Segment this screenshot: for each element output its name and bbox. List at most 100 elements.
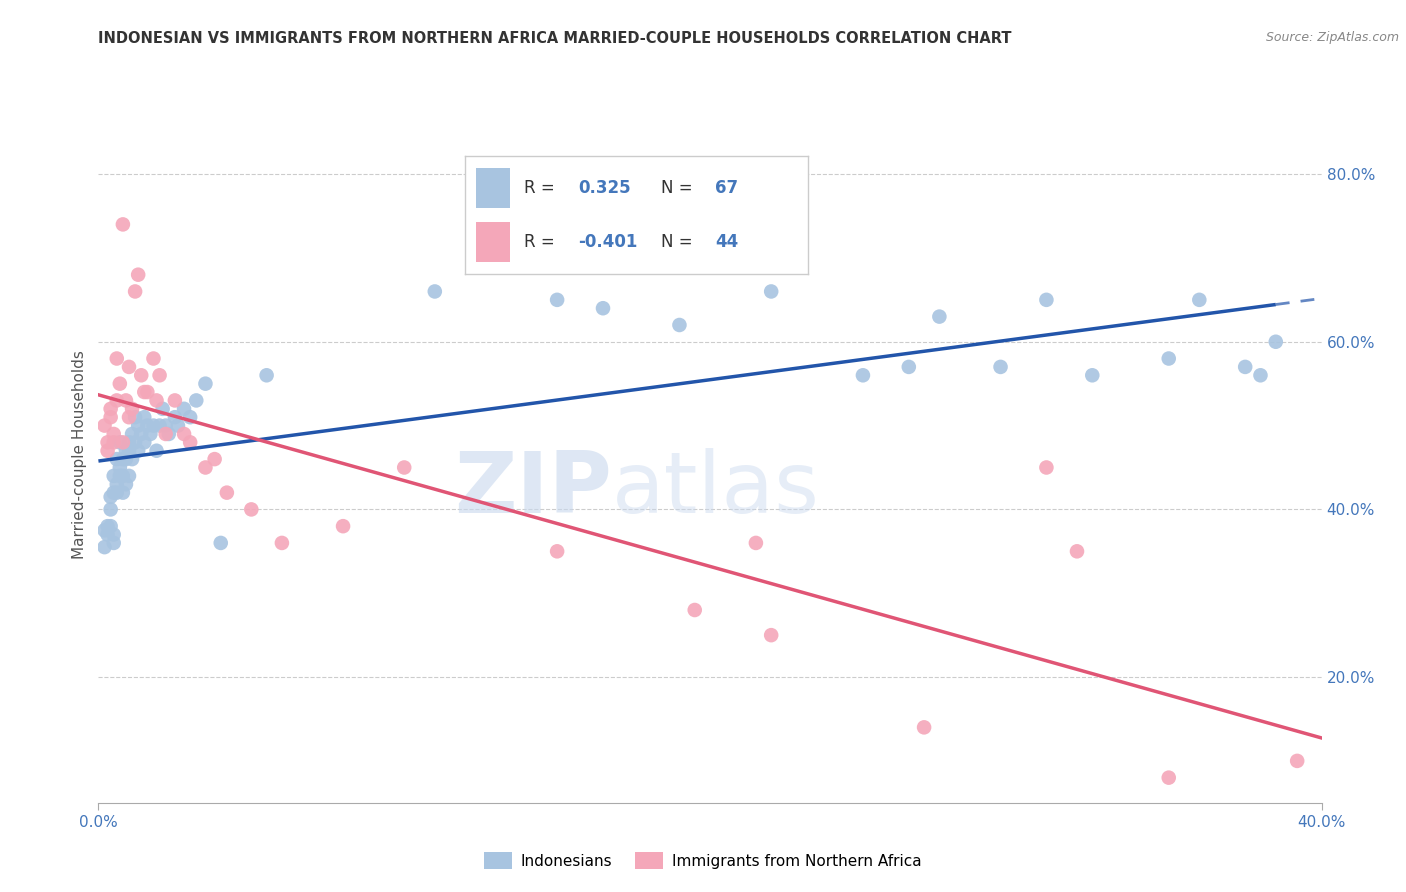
Point <box>759 628 782 642</box>
Point <box>155 427 177 442</box>
Point <box>167 418 190 433</box>
Point <box>179 410 201 425</box>
Point <box>118 443 141 458</box>
Point <box>111 485 134 500</box>
Point <box>592 301 614 316</box>
Point <box>124 410 146 425</box>
Point <box>121 452 143 467</box>
Point <box>105 477 128 491</box>
Point <box>142 418 165 433</box>
Point <box>1188 293 1211 307</box>
Text: N =: N = <box>661 178 697 196</box>
Point <box>129 368 152 383</box>
Point <box>118 468 141 483</box>
Point <box>111 218 134 232</box>
Point <box>215 485 238 500</box>
FancyBboxPatch shape <box>475 168 510 208</box>
Point <box>1035 460 1057 475</box>
Point <box>142 351 165 366</box>
Point <box>209 536 232 550</box>
Text: 44: 44 <box>716 233 738 251</box>
Text: 67: 67 <box>716 178 738 196</box>
Point <box>115 393 138 408</box>
Text: 0.325: 0.325 <box>578 178 631 196</box>
Point <box>124 285 146 299</box>
Point <box>118 359 141 374</box>
Point <box>103 536 125 550</box>
Point <box>108 460 131 475</box>
Point <box>118 435 141 450</box>
Text: -0.401: -0.401 <box>578 233 638 251</box>
Point <box>173 427 195 442</box>
Point <box>139 427 162 442</box>
Point <box>127 268 149 282</box>
Point <box>105 351 128 366</box>
Point <box>100 502 122 516</box>
Point <box>145 443 167 458</box>
Point <box>127 443 149 458</box>
Point <box>100 401 122 416</box>
Point <box>186 393 208 408</box>
Text: INDONESIAN VS IMMIGRANTS FROM NORTHERN AFRICA MARRIED-COUPLE HOUSEHOLDS CORRELAT: INDONESIAN VS IMMIGRANTS FROM NORTHERN A… <box>98 31 1012 46</box>
Point <box>155 418 177 433</box>
Point <box>105 452 128 467</box>
Point <box>240 502 263 516</box>
Point <box>136 385 159 400</box>
Point <box>105 393 128 408</box>
Point <box>759 285 782 299</box>
FancyBboxPatch shape <box>475 222 510 262</box>
Text: N =: N = <box>661 233 697 251</box>
Point <box>152 401 174 416</box>
Point <box>121 401 143 416</box>
Point <box>136 418 159 433</box>
Point <box>423 285 446 299</box>
Point <box>852 368 875 383</box>
Point <box>115 443 138 458</box>
Point <box>100 490 122 504</box>
Point <box>115 452 138 467</box>
Point <box>100 519 122 533</box>
Point <box>115 477 138 491</box>
Point <box>145 393 167 408</box>
Point <box>163 393 186 408</box>
Point <box>121 427 143 442</box>
Point <box>173 401 195 416</box>
Text: Source: ZipAtlas.com: Source: ZipAtlas.com <box>1265 31 1399 45</box>
Text: R =: R = <box>523 233 560 251</box>
Text: R =: R = <box>523 178 560 196</box>
Point <box>392 460 416 475</box>
Point <box>1066 544 1088 558</box>
Point <box>1081 368 1104 383</box>
Point <box>149 418 172 433</box>
Point <box>1157 771 1180 785</box>
Point <box>108 376 131 391</box>
Point <box>108 435 131 450</box>
Point <box>546 544 568 558</box>
Point <box>149 368 172 383</box>
Point <box>93 524 115 538</box>
Point <box>204 452 226 467</box>
Point <box>332 519 354 533</box>
Point <box>1264 334 1286 349</box>
Point <box>105 485 128 500</box>
Point <box>194 376 217 391</box>
Point <box>897 359 920 374</box>
Point <box>1234 359 1257 374</box>
Point <box>103 435 125 450</box>
Point <box>163 410 186 425</box>
Point <box>928 310 950 324</box>
Point <box>111 435 134 450</box>
Point <box>93 418 115 433</box>
Point <box>97 527 120 541</box>
Point <box>1035 293 1057 307</box>
Point <box>108 468 131 483</box>
Point <box>194 460 217 475</box>
Point <box>256 368 278 383</box>
Point <box>270 536 292 550</box>
Point <box>103 485 125 500</box>
Point <box>1249 368 1271 383</box>
Point <box>100 410 122 425</box>
Point <box>134 435 156 450</box>
Point <box>1157 351 1180 366</box>
Legend: Indonesians, Immigrants from Northern Africa: Indonesians, Immigrants from Northern Af… <box>478 846 928 875</box>
